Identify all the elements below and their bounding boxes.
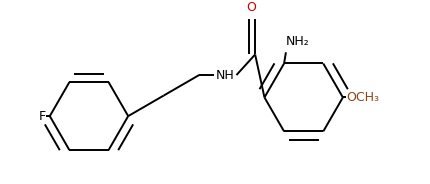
Text: F: F [39, 110, 46, 123]
Text: NH: NH [216, 68, 235, 82]
Text: OCH₃: OCH₃ [347, 91, 380, 104]
Text: O: O [246, 1, 256, 14]
Text: NH₂: NH₂ [286, 35, 310, 48]
